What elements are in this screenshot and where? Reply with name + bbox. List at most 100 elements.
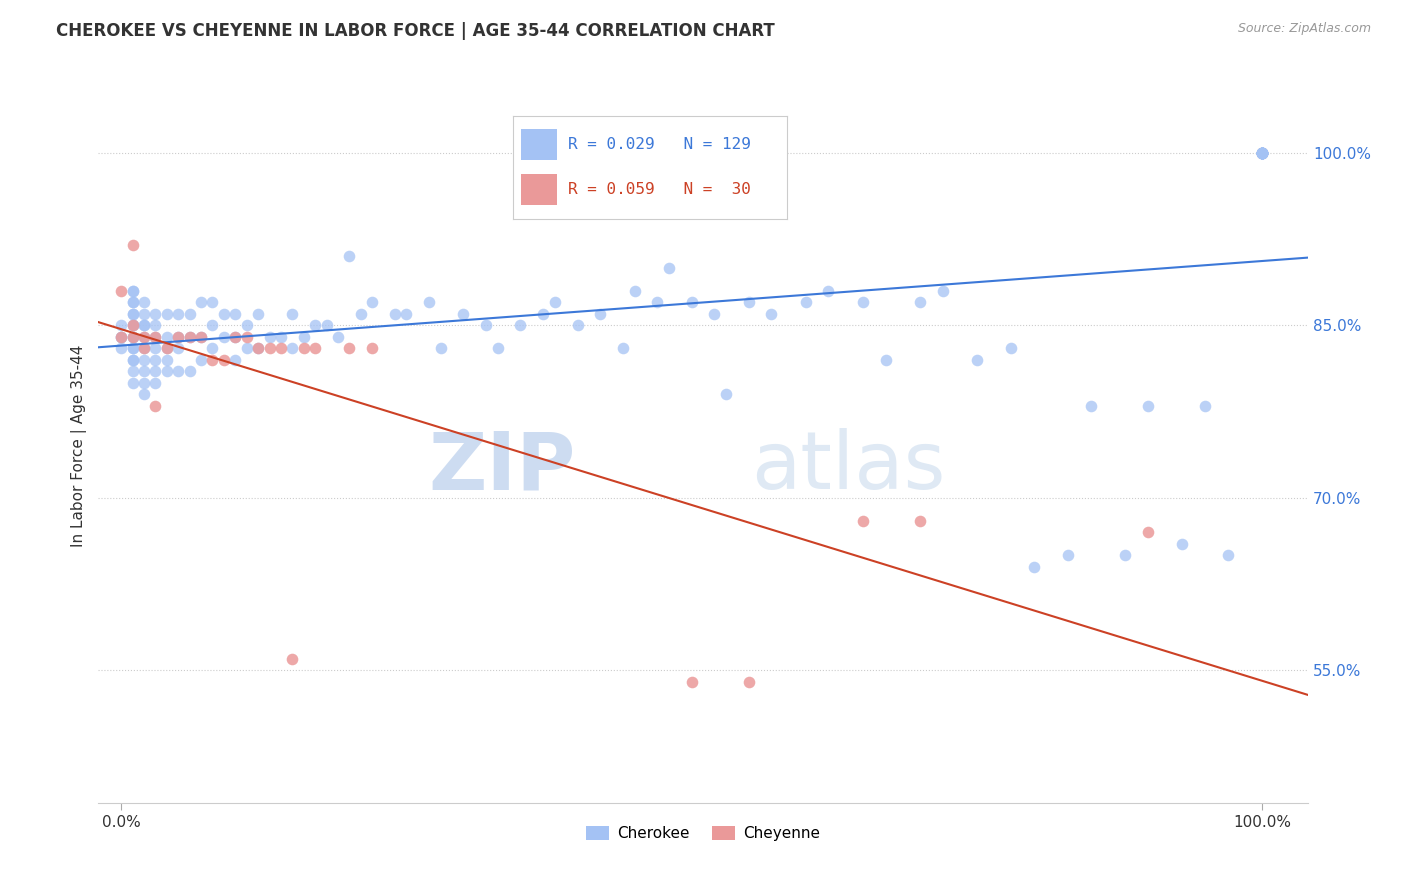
Point <box>145 341 167 355</box>
Point <box>167 364 190 378</box>
Point <box>1136 399 1159 413</box>
Point <box>612 341 634 355</box>
Point <box>361 341 384 355</box>
Point <box>1251 145 1274 160</box>
Point <box>794 295 817 310</box>
Point <box>1251 145 1274 160</box>
Point <box>121 284 143 298</box>
Point <box>167 329 190 343</box>
Text: ZIP: ZIP <box>429 428 576 507</box>
Point <box>714 387 737 401</box>
Point <box>201 295 224 310</box>
Point <box>852 514 875 528</box>
Point <box>224 352 246 367</box>
Text: Source: ZipAtlas.com: Source: ZipAtlas.com <box>1237 22 1371 36</box>
Point <box>817 284 839 298</box>
Point <box>179 364 201 378</box>
Point <box>623 284 645 298</box>
Point <box>544 295 567 310</box>
Point <box>224 307 246 321</box>
Point <box>1114 549 1136 563</box>
Point <box>121 329 143 343</box>
FancyBboxPatch shape <box>522 129 557 160</box>
Point <box>681 295 703 310</box>
Point <box>121 352 143 367</box>
Point <box>1057 549 1080 563</box>
Point <box>190 352 212 367</box>
Point <box>179 329 201 343</box>
Point <box>966 352 988 367</box>
Point <box>1251 145 1274 160</box>
Point <box>121 352 143 367</box>
Point <box>110 284 132 298</box>
Point <box>1251 145 1274 160</box>
Point <box>1251 145 1274 160</box>
Point <box>908 514 931 528</box>
Point <box>156 307 179 321</box>
Point <box>1171 537 1194 551</box>
Point <box>1022 559 1045 574</box>
Point <box>1080 399 1102 413</box>
Point <box>145 364 167 378</box>
Point <box>567 318 589 333</box>
Point <box>1251 145 1274 160</box>
Point <box>145 318 167 333</box>
Text: CHEROKEE VS CHEYENNE IN LABOR FORCE | AGE 35-44 CORRELATION CHART: CHEROKEE VS CHEYENNE IN LABOR FORCE | AG… <box>56 22 775 40</box>
Point <box>167 341 190 355</box>
Point <box>179 329 201 343</box>
Point <box>703 307 725 321</box>
Point <box>156 341 179 355</box>
Point <box>235 341 257 355</box>
Point <box>761 307 783 321</box>
Point <box>110 329 132 343</box>
Point <box>167 329 190 343</box>
Point <box>737 295 759 310</box>
Point <box>156 352 179 367</box>
Point <box>737 675 759 690</box>
Point <box>121 237 143 252</box>
Point <box>292 341 315 355</box>
Point <box>132 352 155 367</box>
Point <box>201 318 224 333</box>
Point <box>270 341 292 355</box>
Point <box>121 307 143 321</box>
Point <box>190 329 212 343</box>
Point <box>145 352 167 367</box>
Point <box>132 318 155 333</box>
Point <box>875 352 897 367</box>
Point <box>121 295 143 310</box>
Point <box>1136 525 1159 540</box>
Point <box>156 341 179 355</box>
Point <box>121 376 143 390</box>
Point <box>350 307 373 321</box>
Point <box>132 387 155 401</box>
Point <box>156 364 179 378</box>
Point <box>132 329 155 343</box>
Point <box>121 284 143 298</box>
Point <box>132 318 155 333</box>
Point <box>145 307 167 321</box>
Point <box>224 329 246 343</box>
Point <box>1000 341 1022 355</box>
Point <box>247 307 270 321</box>
Point <box>315 318 337 333</box>
Point <box>1251 145 1274 160</box>
Point <box>110 329 132 343</box>
Point <box>132 307 155 321</box>
Point <box>304 318 326 333</box>
Point <box>190 329 212 343</box>
Point <box>453 307 475 321</box>
Point <box>326 329 349 343</box>
FancyBboxPatch shape <box>522 175 557 205</box>
Point <box>110 318 132 333</box>
Point <box>681 675 703 690</box>
Point <box>281 307 304 321</box>
Point <box>259 341 281 355</box>
Point <box>121 318 143 333</box>
Point <box>145 376 167 390</box>
Point <box>486 341 509 355</box>
Point <box>121 341 143 355</box>
Point <box>292 329 315 343</box>
Point <box>247 341 270 355</box>
Point <box>1251 145 1274 160</box>
